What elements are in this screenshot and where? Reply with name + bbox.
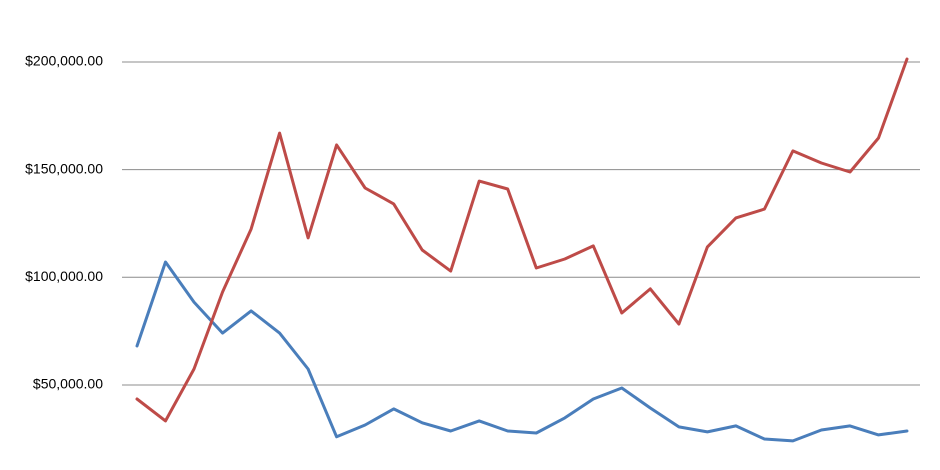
y-tick-label: $50,000.00 — [33, 376, 103, 392]
data-line — [135, 57, 909, 423]
data-line — [135, 260, 909, 443]
y-tick-label: $100,000.00 — [25, 268, 103, 284]
y-tick-label: $150,000.00 — [25, 160, 103, 176]
y-tick-label: $200,000.00 — [25, 53, 103, 69]
